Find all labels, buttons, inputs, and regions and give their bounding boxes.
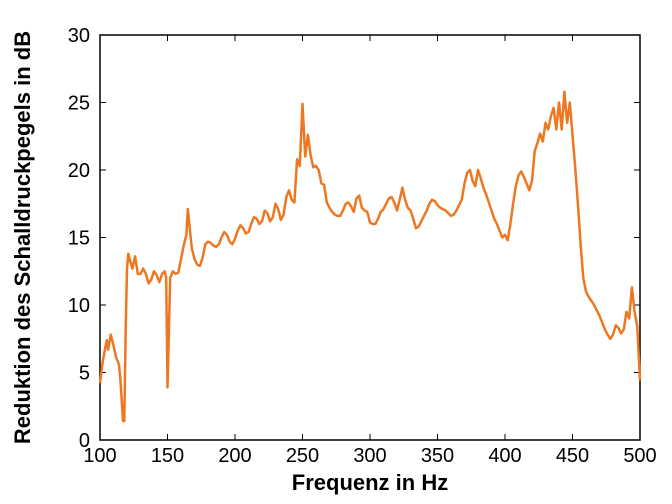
plot-area (100, 35, 640, 440)
line-chart: 100150200250300350400450500051015202530F… (0, 0, 672, 504)
y-tick-label: 15 (68, 228, 90, 250)
y-tick-label: 10 (68, 295, 90, 317)
x-tick-label: 250 (286, 445, 319, 467)
y-axis-label: Reduktion des Schalldruckpegels in dB (10, 31, 35, 444)
x-tick-label: 200 (218, 445, 251, 467)
y-tick-label: 20 (68, 160, 90, 182)
x-tick-label: 450 (556, 445, 589, 467)
x-tick-label: 300 (353, 445, 386, 467)
y-tick-label: 5 (79, 363, 90, 385)
x-tick-label: 400 (488, 445, 521, 467)
x-axis-label: Frequenz in Hz (292, 470, 448, 495)
x-tick-label: 500 (623, 445, 656, 467)
data-series-line (100, 92, 640, 421)
chart-container: 100150200250300350400450500051015202530F… (0, 0, 672, 504)
x-tick-label: 150 (151, 445, 184, 467)
y-tick-label: 30 (68, 25, 90, 47)
x-tick-label: 350 (421, 445, 454, 467)
y-tick-label: 0 (79, 430, 90, 452)
y-tick-label: 25 (68, 93, 90, 115)
